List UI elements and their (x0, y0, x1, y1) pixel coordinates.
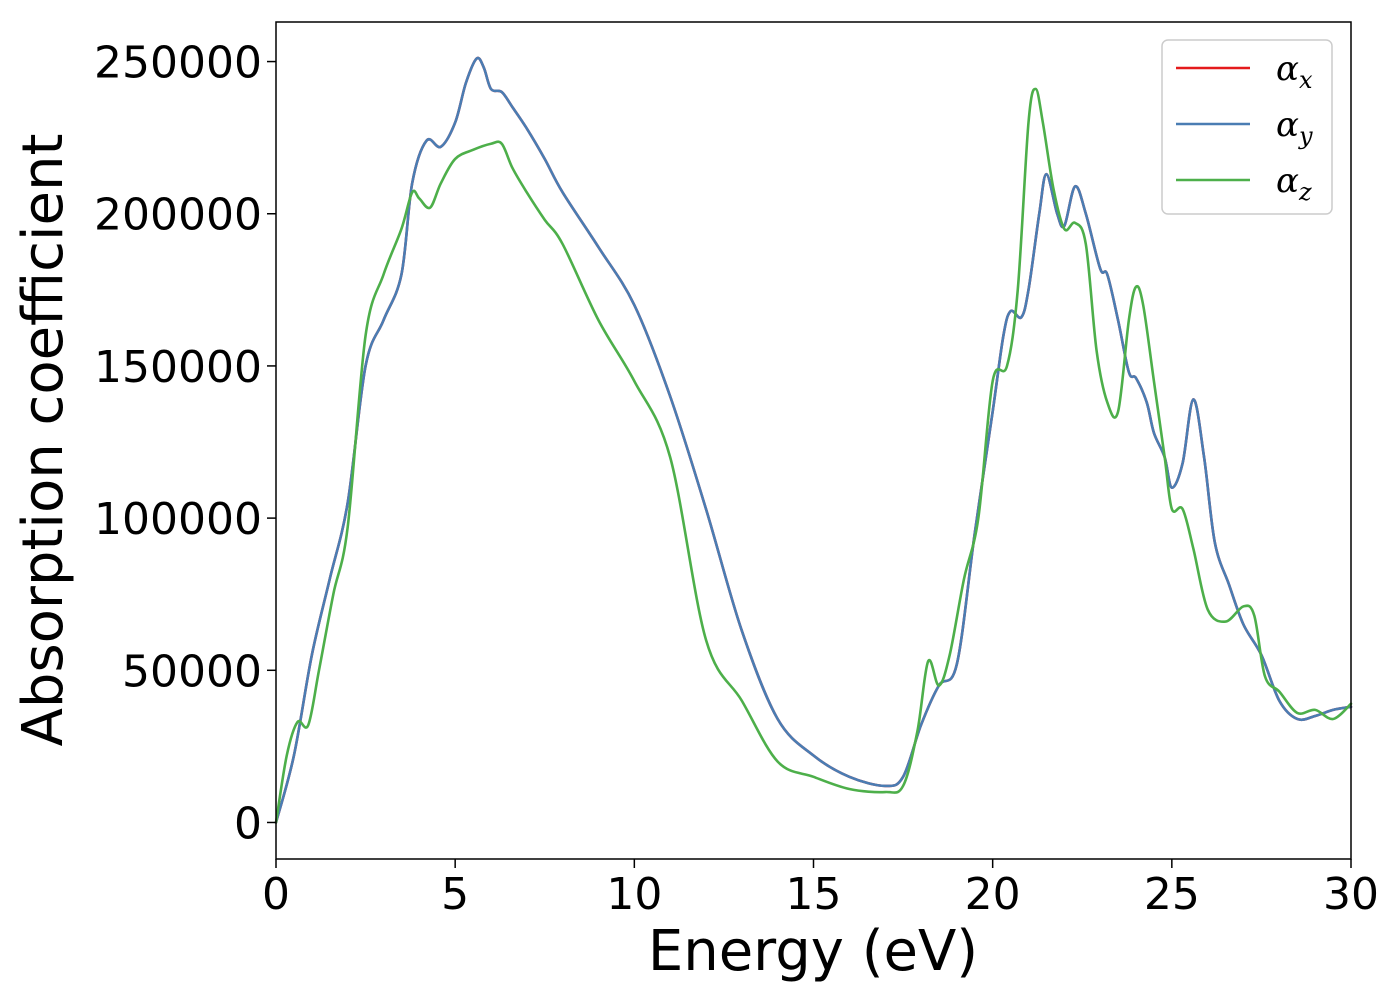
series-line-y (274, 56, 1353, 824)
x-tick-label: 5 (441, 869, 469, 920)
series-layer (274, 56, 1353, 824)
x-tick-label: 15 (786, 869, 842, 920)
x-tick-label: 25 (1144, 869, 1200, 920)
legend: αx αy αz (1161, 39, 1333, 215)
y-tick-label: 200000 (94, 190, 262, 241)
x-axis-title: Energy (eV) (648, 919, 978, 984)
x-tick-label: 0 (262, 869, 290, 920)
legend-label-x: αx (1276, 49, 1313, 94)
x-tick-label: 10 (606, 869, 662, 920)
legend-label-y: αy (1276, 105, 1313, 150)
x-axis-ticks: 0 5 10 15 20 25 30 (262, 859, 1379, 920)
y-axis-title: Absorption coefficient (11, 134, 76, 747)
x-tick-label: 30 (1323, 869, 1379, 920)
y-tick-label: 100000 (94, 494, 262, 545)
legend-box (1161, 39, 1333, 215)
y-tick-label: 0 (234, 798, 262, 849)
legend-label-z: αz (1276, 161, 1312, 206)
y-tick-label: 150000 (94, 342, 262, 393)
series-line-z (274, 87, 1353, 824)
x-tick-label: 20 (965, 869, 1021, 920)
y-tick-label: 50000 (122, 646, 262, 697)
y-tick-label: 250000 (94, 38, 262, 89)
y-axis-ticks: 0 50000 100000 150000 200000 250000 (94, 38, 276, 849)
